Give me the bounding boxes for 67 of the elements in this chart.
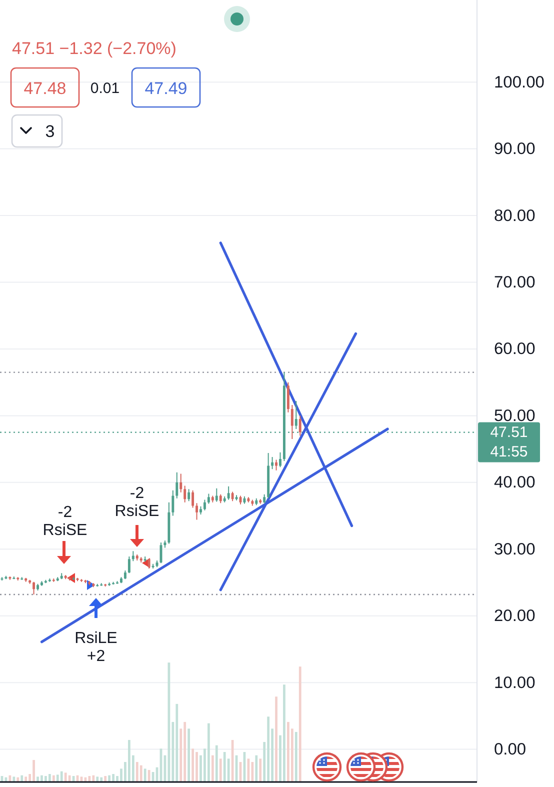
- bar: [267, 716, 270, 782]
- bar: [112, 774, 114, 782]
- bar: [219, 758, 222, 782]
- bar: [192, 748, 194, 782]
- text: 41:55: [490, 442, 528, 460]
- annotation: 47.51 −1.32 (−2.70%): [12, 38, 176, 58]
- annotation: 47.48: [24, 78, 66, 98]
- bar: [8, 775, 12, 782]
- bar: [207, 723, 210, 782]
- bar: [52, 775, 55, 782]
- bar: [176, 704, 178, 782]
- bar: [104, 776, 107, 782]
- y-tick-label: 40.00: [494, 474, 536, 492]
- ref-line-label: 47.51: [490, 424, 528, 441]
- y-tick-label: 0.00: [494, 740, 526, 759]
- bar: [32, 760, 35, 782]
- y-tick-label: 30.00: [494, 540, 536, 558]
- annotation: RsiLE +2: [74, 630, 118, 664]
- bar: [196, 752, 198, 782]
- bar: [136, 762, 138, 782]
- bar: [40, 775, 43, 782]
- bar: [148, 770, 150, 782]
- bar: [48, 774, 51, 782]
- bar: [64, 772, 67, 782]
- bar: [44, 776, 47, 782]
- bar: [211, 755, 214, 782]
- annotation: 0.01: [90, 80, 120, 96]
- annotation: -2 RsiSE: [114, 484, 160, 520]
- bar: [128, 740, 130, 782]
- y-tick-label: 10.00: [494, 674, 536, 692]
- y-tick-label: 90.00: [494, 140, 536, 158]
- bar: [294, 732, 298, 782]
- bar: [255, 755, 258, 782]
- bar: [68, 775, 71, 782]
- bar: [108, 775, 111, 782]
- bar: [88, 776, 91, 782]
- bar: [20, 775, 24, 782]
- bar: [286, 722, 290, 782]
- annotation: -2 RsiSE: [42, 504, 88, 538]
- annotation: 3: [45, 122, 55, 140]
- y-tick-label: 60.00: [494, 340, 536, 358]
- bar: [36, 776, 39, 782]
- bar: [168, 662, 170, 782]
- bar: [215, 745, 218, 782]
- bar: [56, 774, 59, 782]
- bar: [24, 776, 28, 782]
- y-tick-label: 20.00: [494, 607, 536, 626]
- bar: [140, 765, 142, 782]
- y-tick-label: 100.00: [494, 73, 544, 92]
- bar: [92, 775, 95, 782]
- y-tick-label: 70.00: [494, 274, 536, 292]
- bar: [184, 722, 186, 782]
- y-tick-label: 50.00: [494, 406, 536, 425]
- bar: [283, 684, 286, 782]
- annotation: 47.49: [144, 78, 188, 98]
- bar: [259, 758, 262, 782]
- bar: [251, 762, 254, 782]
- bar: [298, 666, 302, 782]
- bar: [12, 776, 16, 782]
- bar: [144, 768, 146, 782]
- y-tick-label: 80.00: [494, 206, 536, 225]
- bar: [247, 758, 250, 782]
- bar: [275, 696, 278, 782]
- bar: [188, 728, 190, 782]
- bar: [223, 752, 226, 782]
- bar: [60, 771, 63, 782]
- bar: [96, 776, 99, 782]
